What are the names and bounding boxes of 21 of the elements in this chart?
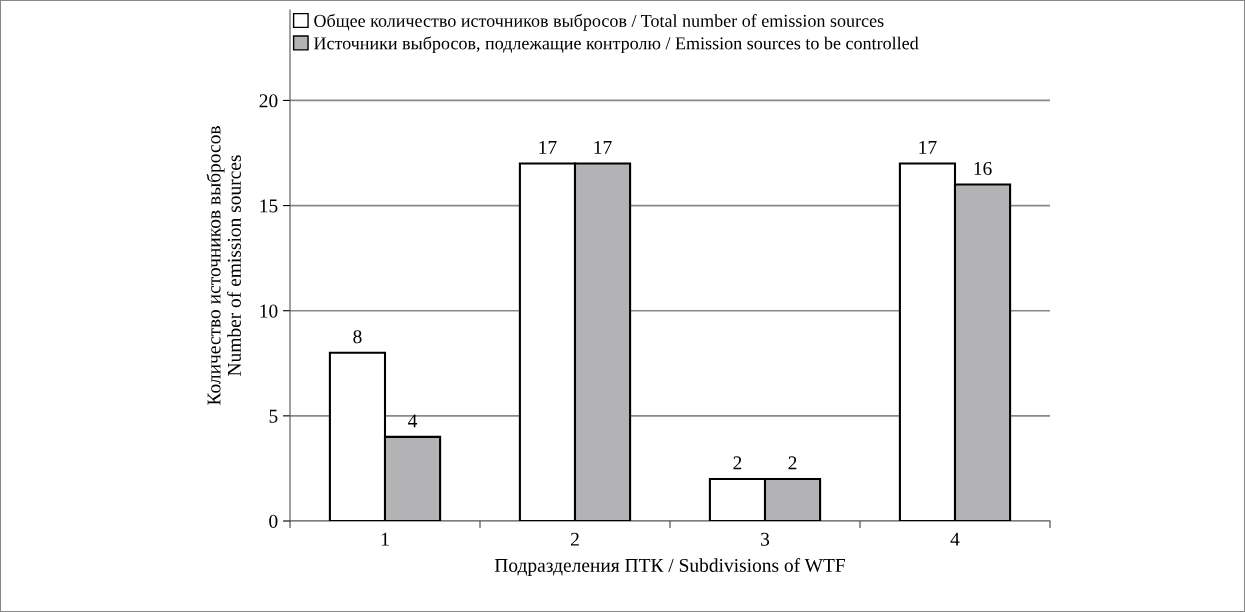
x-tick-label: 4 [950,532,960,546]
data-label: 17 [919,140,937,154]
data-label: 8 [353,330,362,344]
x-tick-label: 2 [570,532,579,546]
y-tick-label: 20 [259,94,278,108]
y-tick-label: 0 [269,514,278,528]
data-label: 16 [974,161,992,176]
x-tick-label: 1 [381,532,389,546]
y-tick-label: 10 [260,304,278,318]
y-tick-label: 5 [269,409,278,423]
y-tick-label: 15 [260,199,278,213]
data-label: 17 [594,140,612,154]
x-axis-title: Подразделения ПТК / Subdivisions of WTF [494,558,845,576]
legend-label: Источники выбросов, подлежащие контролю / Emission sources to be controlled [313,36,919,54]
y-axis-title: Количество источников выбросов Number of emission sources [206,126,241,405]
data-label: 2 [733,456,742,470]
data-label: 4 [408,414,418,428]
legend-label: Общее количество источников выбросов / Total number of emission sources [314,13,884,31]
data-label: 2 [788,456,797,470]
x-tick-label: 3 [761,532,770,546]
data-label: 17 [539,140,557,154]
